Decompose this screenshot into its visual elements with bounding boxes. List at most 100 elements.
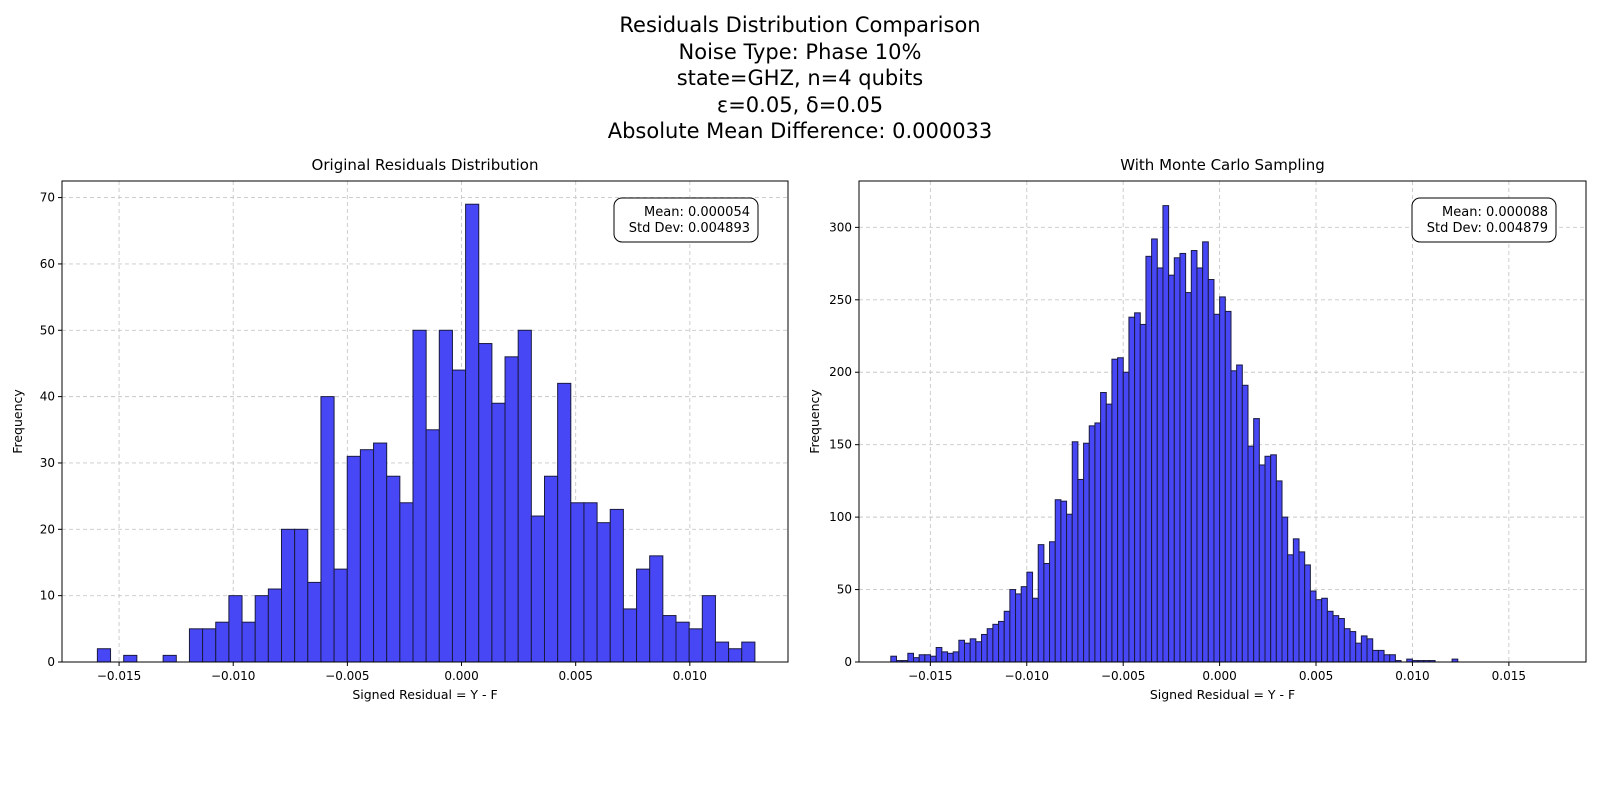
- histogram-bar: [1196, 267, 1204, 663]
- histogram-bar: [609, 508, 624, 663]
- histogram-bar: [1213, 313, 1221, 663]
- histogram-bar: [1207, 279, 1215, 663]
- histogram-bar: [1037, 544, 1045, 663]
- y-tick-label: 0: [47, 655, 55, 669]
- suptitle-line-1: Residuals Distribution Comparison: [619, 13, 981, 37]
- x-tick-label: 0.005: [558, 669, 592, 683]
- histogram-bar: [1219, 296, 1226, 663]
- histogram-bar: [596, 522, 611, 663]
- y-tick-label: 0: [844, 655, 852, 669]
- histogram-bar: [517, 329, 532, 663]
- subplot-title: With Monte Carlo Sampling: [1120, 156, 1325, 174]
- histogram-bar: [1003, 610, 1011, 663]
- figure-suptitle: Residuals Distribution Comparison Noise …: [0, 12, 1600, 145]
- histogram-bar: [907, 652, 914, 663]
- x-tick-label: 0.010: [1395, 669, 1429, 683]
- histogram-bar: [307, 581, 322, 663]
- y-tick-label: 60: [40, 257, 55, 271]
- histogram-bar: [346, 455, 361, 663]
- histogram-bar: [1202, 241, 1209, 663]
- x-tick-label: −0.005: [1101, 669, 1145, 683]
- histogram-bar: [1173, 257, 1181, 663]
- histogram-bar: [675, 621, 690, 663]
- histogram-bar: [662, 615, 677, 663]
- y-tick-label: 70: [40, 191, 55, 205]
- histogram-bar: [1343, 628, 1351, 663]
- original-residuals-histogram: −0.015 −0.010 −0.005 0.000 0.005 0.010 0 10 20 30…: [10, 156, 789, 702]
- histogram-bar: [1032, 597, 1039, 663]
- histogram-bar: [1185, 292, 1192, 663]
- histogram-bar: [478, 343, 493, 663]
- x-tick-label: −0.010: [211, 669, 255, 683]
- histogram-bar: [1020, 586, 1028, 663]
- histogram-bar: [1060, 500, 1068, 663]
- stats-box-frame: [613, 197, 759, 243]
- histogram-bar: [543, 475, 559, 663]
- histogram-bar: [1366, 638, 1374, 663]
- suptitle-line-5: Absolute Mean Difference: 0.000033: [607, 119, 993, 143]
- histogram-bar: [1321, 597, 1328, 663]
- histogram-bar: [530, 515, 545, 663]
- stats-std-dev: Std Dev: 0.004879: [1427, 221, 1548, 236]
- histogram-bar: [1315, 599, 1323, 663]
- y-tick-label: 40: [40, 390, 55, 404]
- histogram-bar: [1145, 255, 1153, 663]
- histogram-bar: [649, 555, 664, 663]
- x-tick-label: 0.015: [1492, 669, 1526, 683]
- histogram-bar: [992, 623, 1000, 663]
- histogram-bar: [714, 641, 730, 663]
- x-tick-label: 0.005: [1299, 669, 1333, 683]
- histogram-bar: [1349, 631, 1357, 663]
- histogram-bar: [438, 329, 453, 663]
- histogram-bar: [1338, 618, 1345, 663]
- histogram-bar: [1088, 425, 1096, 663]
- histogram-bar: [986, 628, 994, 663]
- axes-frame: [61, 180, 789, 663]
- histogram-bar: [267, 588, 282, 663]
- histogram-bar: [1190, 250, 1198, 663]
- y-tick-label: 150: [829, 438, 852, 452]
- histogram-bar: [162, 654, 177, 663]
- histogram-bar: [1111, 358, 1119, 663]
- histogram-bar: [1071, 441, 1079, 663]
- histogram-bar: [622, 608, 638, 663]
- y-tick-label: 300: [829, 220, 852, 234]
- histogram-bar: [964, 642, 971, 663]
- histogram-bar: [1066, 513, 1073, 663]
- stats-mean: Mean: 0.000088: [1442, 205, 1548, 220]
- y-tick-label: 20: [40, 522, 55, 536]
- histogram-bar: [1332, 615, 1340, 663]
- histogram-bar: [981, 633, 988, 663]
- y-tick-label: 50: [40, 323, 55, 337]
- histogram-bar: [1287, 554, 1294, 663]
- histogram-bar: [228, 595, 243, 663]
- histogram-bar: [701, 595, 716, 663]
- stats-mean: Mean: 0.000054: [644, 205, 750, 220]
- histogram-bar: [188, 628, 204, 663]
- x-tick-label: −0.015: [908, 669, 952, 683]
- histogram-bar: [491, 402, 506, 663]
- histogram-bar: [399, 502, 414, 663]
- histogram-bar: [1134, 312, 1141, 663]
- histogram-bar: [412, 329, 427, 663]
- histogram-bar: [1389, 654, 1396, 663]
- histogram-bar: [941, 651, 949, 663]
- histogram-bar: [465, 203, 480, 663]
- stats-box-frame: [1411, 197, 1557, 243]
- histogram-bar: [1077, 478, 1085, 663]
- histogram-bar: [320, 396, 335, 663]
- histogram-bar: [280, 528, 296, 663]
- x-axis-label: Signed Residual = Y - F: [1150, 687, 1295, 702]
- histogram-bar: [570, 502, 585, 663]
- histogram-bar: [1083, 442, 1090, 663]
- histogram-bar: [1043, 562, 1051, 663]
- suptitle-line-3: state=GHZ, n=4 qubits: [676, 66, 924, 90]
- histogram-bar: [912, 657, 920, 663]
- histogram-bar: [1009, 589, 1017, 663]
- histogram-bar: [1026, 571, 1034, 663]
- histogram-bar: [583, 502, 598, 663]
- histogram-bar: [952, 651, 960, 663]
- histogram-bar: [1264, 455, 1272, 663]
- histogram-bar: [1054, 499, 1062, 663]
- y-tick-label: 10: [40, 589, 55, 603]
